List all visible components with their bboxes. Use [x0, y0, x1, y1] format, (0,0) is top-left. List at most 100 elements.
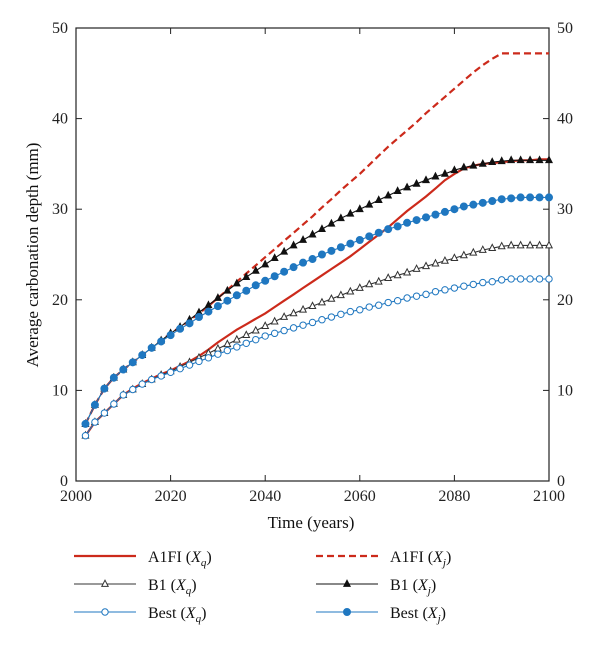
y-tick-label-right: 50 — [557, 20, 573, 37]
data-point — [270, 329, 279, 338]
data-point — [308, 301, 317, 310]
data-point — [431, 210, 440, 219]
data-point — [497, 195, 506, 204]
data-point — [459, 202, 468, 211]
data-point — [393, 186, 402, 194]
legend-marker — [100, 579, 110, 587]
data-point — [223, 346, 232, 355]
data-point — [526, 275, 534, 283]
data-point — [535, 240, 544, 249]
data-point — [478, 245, 487, 253]
y-tick-label-left: 10 — [52, 382, 68, 399]
data-point — [403, 294, 411, 302]
data-point — [252, 335, 260, 344]
data-point — [317, 297, 326, 306]
x-tick-label: 2060 — [344, 488, 376, 505]
data-point — [526, 240, 535, 249]
data-point — [242, 339, 250, 347]
data-point — [403, 267, 412, 276]
data-point — [469, 247, 478, 256]
data-point — [299, 304, 308, 313]
data-point — [242, 272, 251, 281]
data-point — [327, 246, 336, 255]
data-point — [185, 319, 194, 328]
data-point — [327, 218, 336, 227]
y-tick-label-right: 40 — [557, 111, 573, 128]
data-point — [147, 343, 156, 352]
data-point — [384, 273, 393, 281]
data-point — [450, 284, 459, 292]
data-point — [157, 372, 165, 380]
data-point — [526, 193, 535, 202]
data-point — [194, 313, 203, 322]
data-point — [488, 243, 497, 252]
data-point — [204, 307, 213, 316]
data-point — [497, 241, 506, 250]
y-tick-label-right: 30 — [557, 201, 573, 218]
data-point — [545, 275, 553, 283]
data-point — [431, 287, 440, 296]
data-point — [469, 200, 478, 209]
legend-label: A1FI (Xq) — [148, 549, 212, 569]
data-point — [166, 368, 175, 376]
series-line — [84, 52, 549, 425]
data-point — [431, 258, 440, 267]
data-point — [460, 282, 468, 290]
y-axis-title: Average carbonation depth (mm) — [23, 143, 42, 368]
data-point — [412, 264, 421, 272]
data-point — [374, 228, 383, 237]
series-best-q — [81, 275, 553, 440]
data-point — [488, 277, 496, 286]
legend-label: Best (Xj) — [390, 605, 446, 625]
data-point — [261, 259, 270, 268]
data-point — [440, 207, 449, 216]
data-point — [422, 213, 431, 222]
legend-label: Best (Xq) — [148, 605, 206, 625]
data-point — [280, 267, 289, 276]
data-point — [138, 351, 147, 360]
data-point — [223, 339, 232, 348]
data-point — [100, 384, 109, 393]
series-line — [85, 244, 549, 437]
data-point — [412, 292, 421, 300]
data-point — [299, 258, 308, 267]
legend-marker — [342, 579, 352, 587]
series-b1-q — [81, 240, 554, 439]
data-point — [450, 205, 459, 214]
data-point — [109, 373, 118, 382]
data-point — [384, 225, 393, 234]
legend-marker — [342, 608, 351, 617]
data-point — [393, 270, 402, 279]
data-point — [479, 278, 487, 287]
data-point — [280, 312, 289, 320]
y-tick-label-right: 0 — [557, 473, 565, 490]
data-point — [365, 199, 374, 208]
data-point — [176, 364, 184, 373]
legend-marker — [101, 608, 109, 616]
data-point — [545, 193, 554, 202]
series-b1-j — [81, 155, 554, 427]
x-tick-label: 2020 — [155, 488, 187, 505]
data-point — [270, 253, 279, 262]
y-tick-label-left: 30 — [52, 201, 68, 218]
data-point — [261, 321, 270, 329]
data-point — [251, 265, 260, 274]
data-point — [516, 155, 525, 164]
data-point — [544, 240, 554, 249]
y-tick-label-left: 0 — [60, 473, 68, 490]
data-point — [421, 261, 431, 270]
data-point — [299, 235, 308, 243]
x-axis-title: Time (years) — [268, 513, 355, 532]
data-point — [270, 272, 279, 281]
data-point — [365, 279, 374, 288]
data-point — [157, 337, 166, 346]
data-point — [308, 229, 317, 238]
data-point — [412, 178, 421, 187]
data-point — [365, 232, 374, 241]
data-point — [289, 240, 298, 249]
data-point — [374, 276, 383, 285]
data-point — [166, 331, 175, 340]
data-point — [478, 198, 487, 207]
data-point — [507, 194, 516, 203]
data-point — [450, 165, 459, 174]
